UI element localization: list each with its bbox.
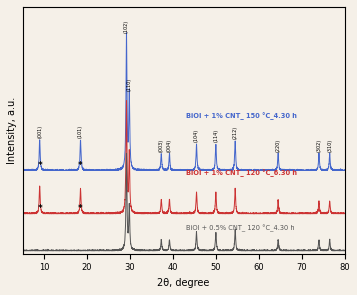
Text: (302): (302)	[316, 139, 321, 152]
Y-axis label: Intensity, a.u.: Intensity, a.u.	[7, 97, 17, 164]
Text: (212): (212)	[233, 126, 238, 139]
Text: (004): (004)	[167, 139, 172, 152]
X-axis label: 2θ, degree: 2θ, degree	[157, 278, 210, 288]
Text: (110): (110)	[127, 78, 132, 91]
Text: BiOI + 0.5% CNT_ 120 °C_4.30 h: BiOI + 0.5% CNT_ 120 °C_4.30 h	[186, 224, 295, 232]
Text: (003): (003)	[159, 139, 164, 152]
Text: (104): (104)	[194, 129, 199, 142]
Text: (102): (102)	[124, 20, 129, 33]
Text: BiOI + 1% CNT_ 120 °C_6.30 h: BiOI + 1% CNT_ 120 °C_6.30 h	[186, 169, 297, 177]
Text: *: *	[78, 161, 83, 170]
Text: (101): (101)	[78, 125, 83, 138]
Text: (310): (310)	[327, 139, 332, 152]
Text: (114): (114)	[213, 129, 218, 142]
Text: *: *	[78, 204, 83, 213]
Text: (220): (220)	[276, 139, 281, 152]
Text: (001): (001)	[37, 125, 42, 138]
Text: *: *	[37, 204, 42, 213]
Text: *: *	[37, 161, 42, 170]
Text: BiOI + 1% CNT_ 150 °C_4.30 h: BiOI + 1% CNT_ 150 °C_4.30 h	[186, 112, 297, 120]
